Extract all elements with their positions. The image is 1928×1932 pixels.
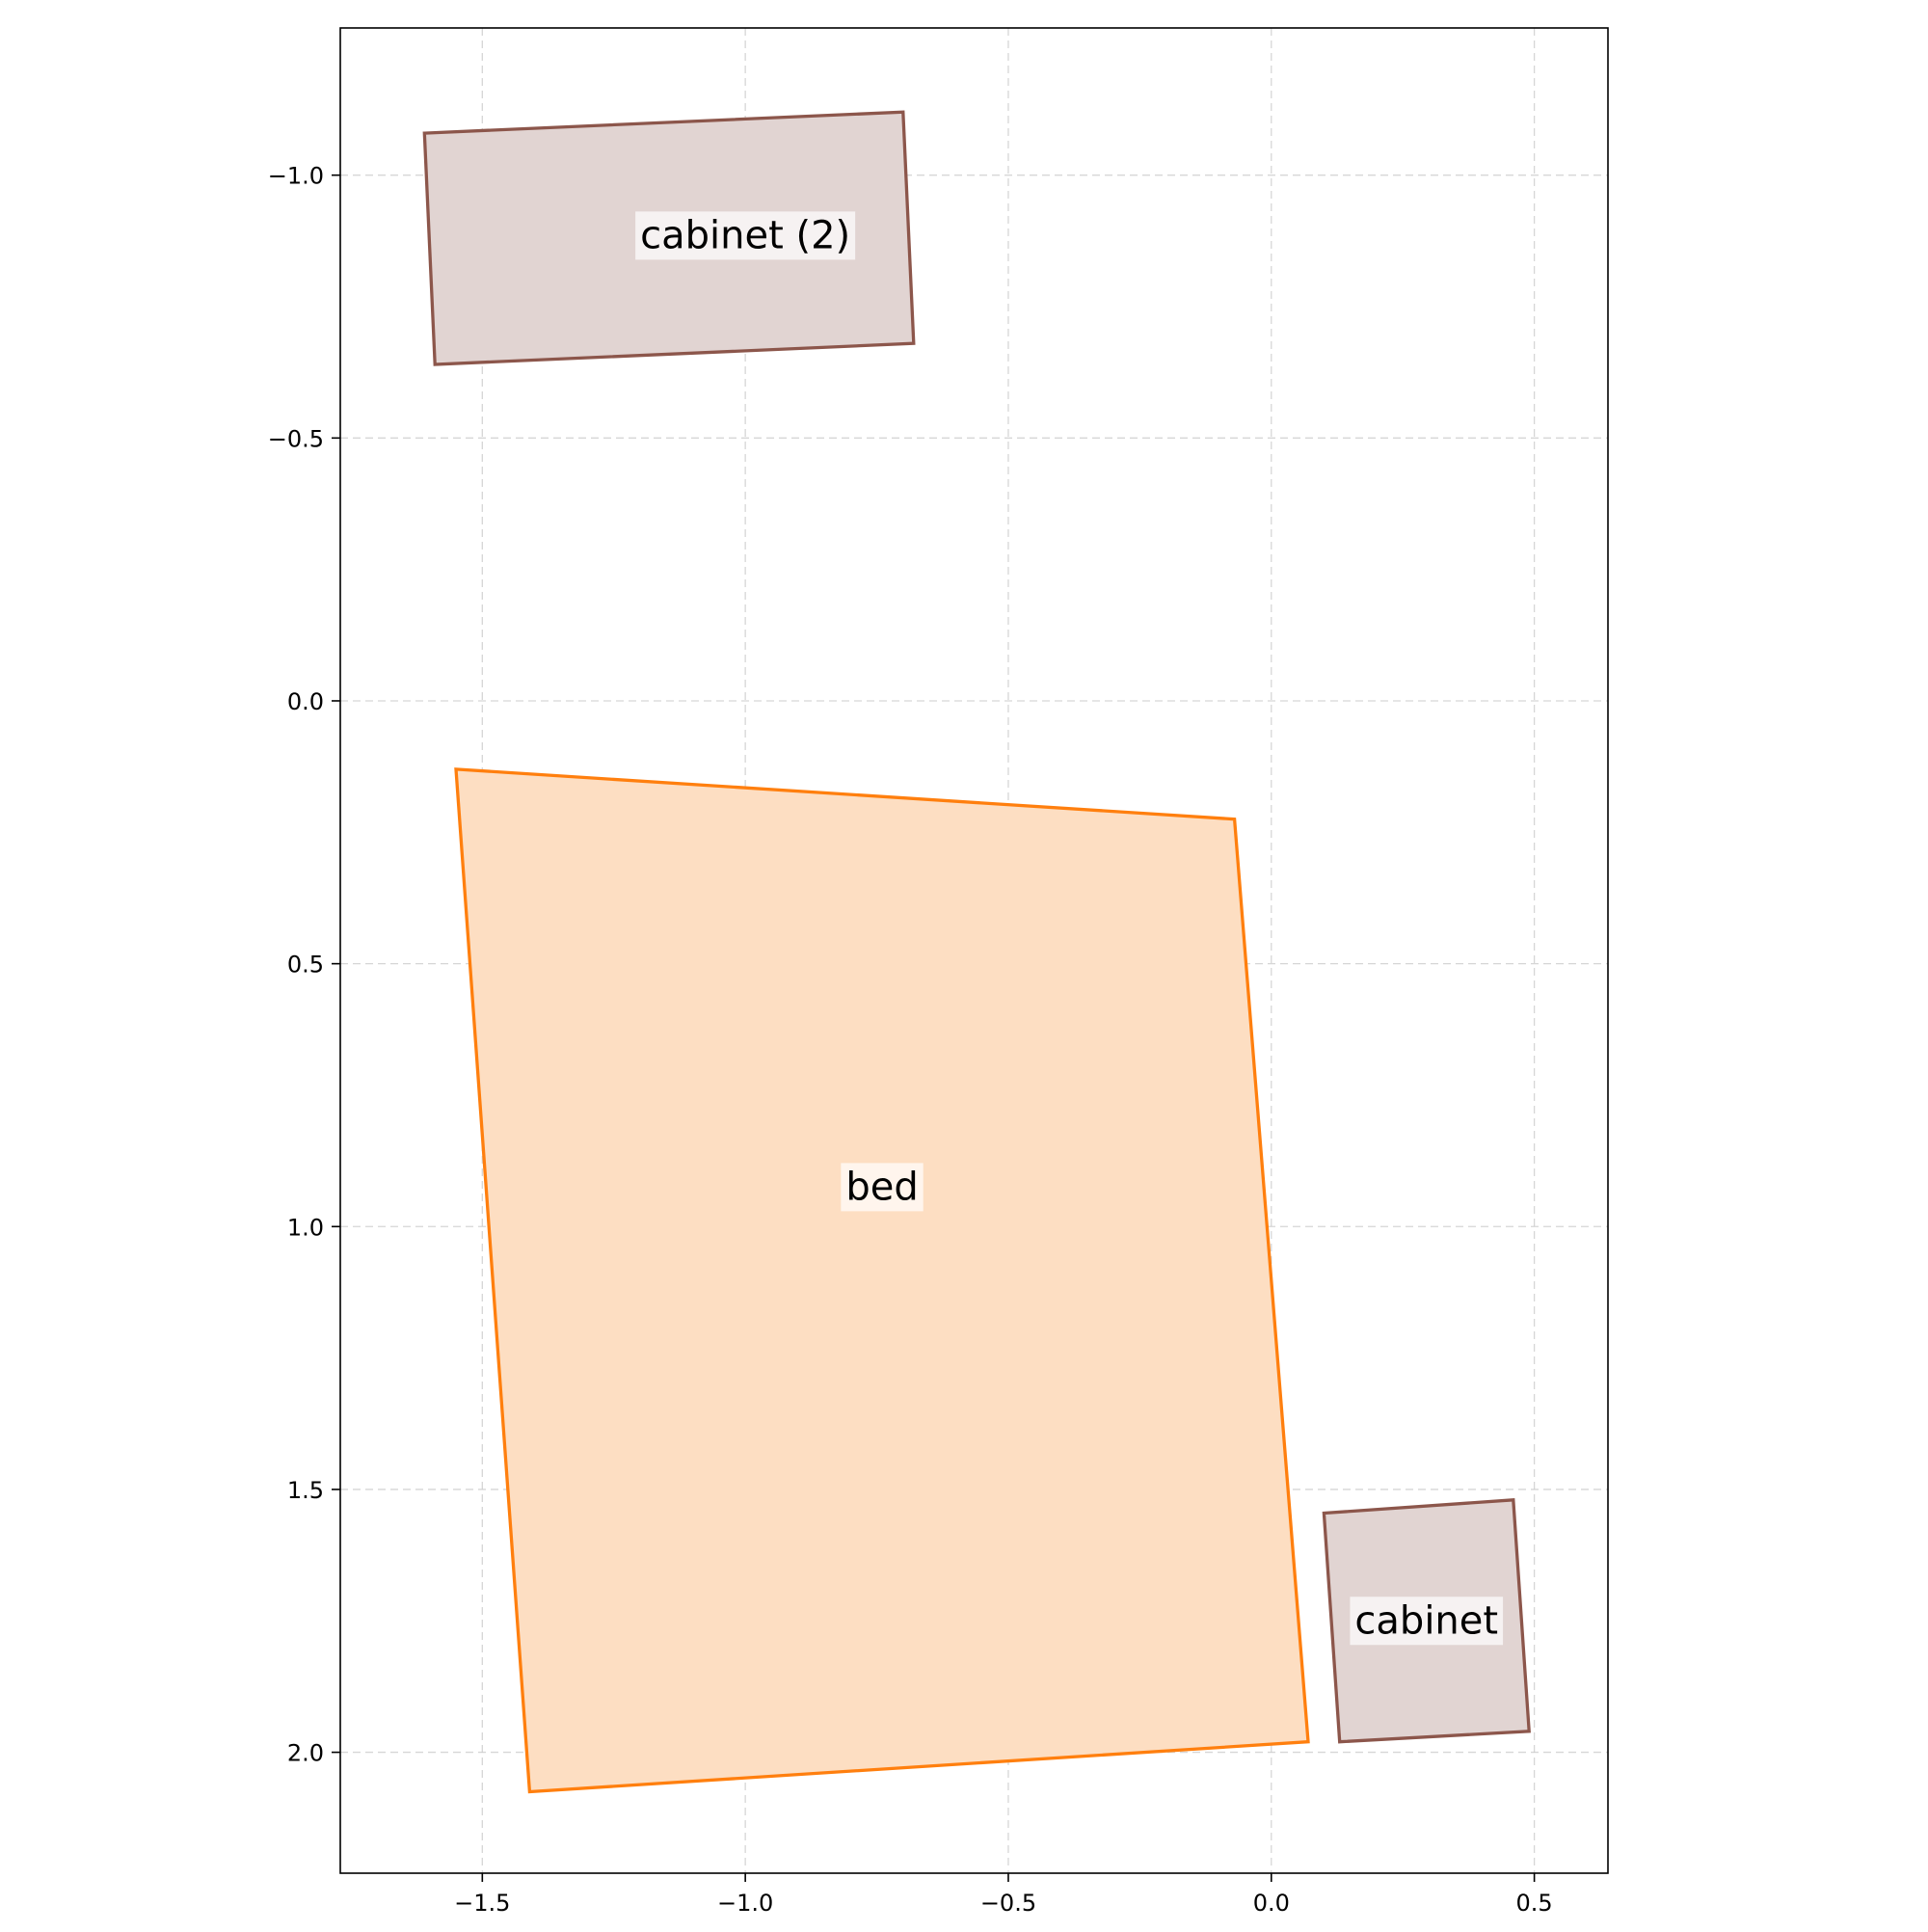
- bed-label: bed: [845, 1165, 918, 1209]
- label-layer: cabinet (2) bed cabinet: [635, 211, 1504, 1646]
- cabinet-1-label-background: [1350, 1597, 1504, 1646]
- bed-shape: [454, 767, 1310, 1794]
- y-tick-label: −1.0: [268, 163, 324, 190]
- cabinet-2-label-background: [635, 211, 856, 260]
- plot-frame: [339, 27, 1609, 1874]
- y-tick-label: 0.0: [287, 688, 324, 715]
- x-tick-label: −1.0: [717, 1890, 773, 1917]
- x-tick-label: −0.5: [980, 1890, 1036, 1917]
- y-tick-label: −0.5: [268, 425, 324, 452]
- y-tick-label: 2.0: [287, 1740, 324, 1767]
- x-tick-label: 0.5: [1516, 1890, 1553, 1917]
- x-tick-label: −1.5: [454, 1890, 510, 1917]
- x-tick-label: 0.0: [1253, 1890, 1290, 1917]
- y-tick-label: 1.5: [287, 1477, 324, 1504]
- cabinet-2-label: cabinet (2): [640, 213, 850, 257]
- cabinet-1-label: cabinet: [1354, 1598, 1498, 1643]
- bed-label-background: [841, 1163, 924, 1212]
- y-tick-label: 1.0: [287, 1214, 324, 1241]
- axis-ticks: −1.5 −1.0 −0.5 0.0 0.5 −1.0 −0.5 0.0 0.5 1.0 1.5 2.…: [268, 163, 1553, 1917]
- y-tick-label: 0.5: [287, 952, 324, 979]
